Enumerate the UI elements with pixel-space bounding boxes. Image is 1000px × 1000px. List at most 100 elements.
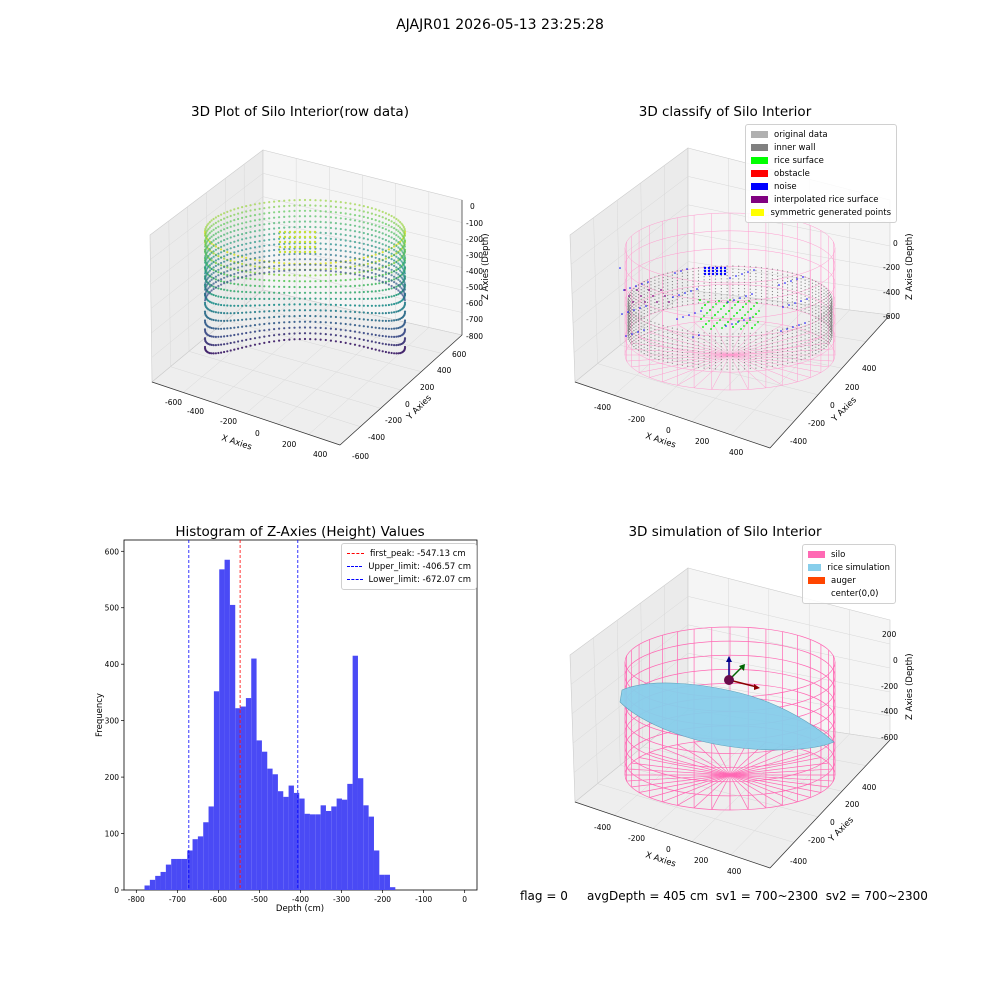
panel4-ticks: -400 -200 0 200 400 400 200 0 -200 -400 … (594, 630, 898, 876)
histogram-bar (203, 822, 209, 890)
histogram-xtick: -300 (333, 895, 350, 904)
histogram-bar (325, 810, 332, 890)
p1-ztick-4: -400 (466, 267, 483, 276)
histogram-xtick: 0 (462, 895, 467, 904)
p4-xtick-2: 0 (666, 845, 671, 854)
p2-ytick-4: -400 (790, 437, 807, 446)
histogram-bar (181, 858, 188, 890)
p2-ztick-3: -600 (883, 312, 900, 321)
histogram-bar (144, 885, 150, 890)
histogram-ytick: 600 (105, 547, 120, 556)
histogram-bar (352, 655, 358, 890)
legend-lower-limit: Lower_limit: -672.07 cm (347, 573, 471, 586)
p4-ztick-3: -400 (881, 707, 898, 716)
panel2-ticks: -400 -200 0 200 400 400 200 0 -200 -400 … (594, 239, 900, 457)
histogram-bar (309, 814, 316, 890)
panel1-ticks: -600 -400 -200 0 200 400 600 400 200 0 -… (165, 202, 483, 461)
legend-interpolated: interpolated rice surface (751, 193, 891, 206)
panel4-title: 3D simulation of Silo Interior (628, 524, 822, 540)
legend-auger: auger (808, 574, 890, 587)
histogram-bar (251, 658, 257, 890)
histogram-xtick: -500 (251, 895, 268, 904)
histogram-bar (384, 874, 390, 890)
histogram-bar (363, 805, 369, 890)
p4-xtick-1: -200 (628, 834, 645, 843)
rice-simulation-surface (619, 682, 835, 751)
histogram-bar (208, 806, 214, 890)
histogram-bar (155, 875, 161, 890)
legend-symmetric: symmetric generated points (751, 206, 891, 219)
p1-xtick-5: 400 (313, 450, 328, 459)
histogram-bar (288, 785, 294, 890)
p4-ztick-1: 0 (893, 656, 898, 665)
p2-ytick-0: 400 (862, 364, 877, 373)
swatch-rice (751, 157, 768, 164)
histogram-ytick: 400 (105, 660, 120, 669)
histogram-bar (261, 751, 268, 890)
p1-ztick-1: -100 (466, 219, 483, 228)
swatch-original (751, 131, 768, 138)
histogram-bar (341, 799, 348, 890)
p2-ytick-1: 200 (845, 383, 860, 392)
panel4-legend: silo rice simulation auger center(0,0) (802, 544, 896, 604)
histogram-bar (336, 798, 342, 890)
swatch-interp (751, 196, 768, 203)
p4-ztick-2: -200 (881, 682, 898, 691)
p4-ztick-4: -600 (881, 733, 898, 742)
p4-xlabel: X Axies (644, 850, 677, 869)
p1-xtick-2: -200 (220, 417, 237, 426)
histogram-bar (368, 816, 374, 890)
legend-center: center(0,0) (808, 587, 890, 600)
status-sv2: sv2 = 700~2300 (825, 889, 928, 903)
p2-ytick-2: 0 (830, 401, 835, 410)
status-flag: flag = 0 (520, 889, 568, 903)
legend-silo: silo (808, 548, 890, 561)
swatch-obstacle (751, 170, 768, 177)
histogram-bar (160, 871, 166, 890)
histogram-bar (224, 559, 230, 890)
p1-ytick-5: -400 (368, 433, 385, 442)
p2-ztick-2: -400 (883, 288, 900, 297)
p2-xtick-0: -400 (594, 403, 611, 412)
p1-xtick-4: 200 (282, 440, 297, 449)
histogram-bar (240, 706, 246, 890)
histogram-ytick: 100 (105, 830, 120, 839)
swatch-rice-sim (808, 564, 822, 571)
panel1-3d-axes (149, 149, 463, 446)
panel1-title: 3D Plot of Silo Interior(row data) (191, 104, 409, 120)
histogram-bar (267, 768, 273, 890)
legend-first-peak: first_peak: -547.13 cm (347, 547, 471, 560)
histogram-ytick: 0 (114, 886, 119, 895)
histogram-bar (379, 874, 385, 890)
p1-zlabel: Z Axies (Depth) (481, 233, 491, 300)
p4-zlabel: Z Axies (Depth) (905, 653, 915, 720)
histogram-bar (389, 887, 396, 890)
panel2-legend: original data inner wall rice surface ob… (745, 124, 897, 223)
histogram-xtick: -400 (292, 895, 309, 904)
histogram-ylabel: Frequency (95, 693, 105, 737)
histogram-bar (304, 813, 310, 890)
histogram-bar (320, 805, 326, 890)
swatch-inner-wall (751, 144, 768, 151)
figure-title: AJAJR01 2026-05-13 23:25:28 (396, 17, 604, 33)
histogram-xlabel: Depth (cm) (276, 904, 324, 914)
p2-ytick-3: -200 (808, 419, 825, 428)
auger-arrows (724, 656, 760, 690)
p1-xtick-0: -600 (165, 398, 182, 407)
p1-ytick-4: -200 (385, 416, 402, 425)
histogram-bar (245, 698, 252, 890)
panel2-3d-axes (569, 147, 891, 449)
histogram-bar (357, 778, 364, 890)
p1-xtick-3: 0 (255, 429, 260, 438)
legend-rice-surface: rice surface (751, 154, 891, 167)
legend-upper-limit: Upper_limit: -406.57 cm (347, 560, 471, 573)
histogram-ytick: 200 (105, 773, 120, 782)
p4-ztick-0: 200 (882, 630, 897, 639)
histogram-bar (149, 879, 156, 890)
swatch-symmetric (751, 209, 765, 216)
p1-ztick-7: -700 (466, 315, 483, 324)
histogram-title: Histogram of Z-Axies (Height) Values (175, 524, 425, 540)
histogram-bar (213, 691, 220, 890)
histogram-bar (219, 569, 225, 890)
